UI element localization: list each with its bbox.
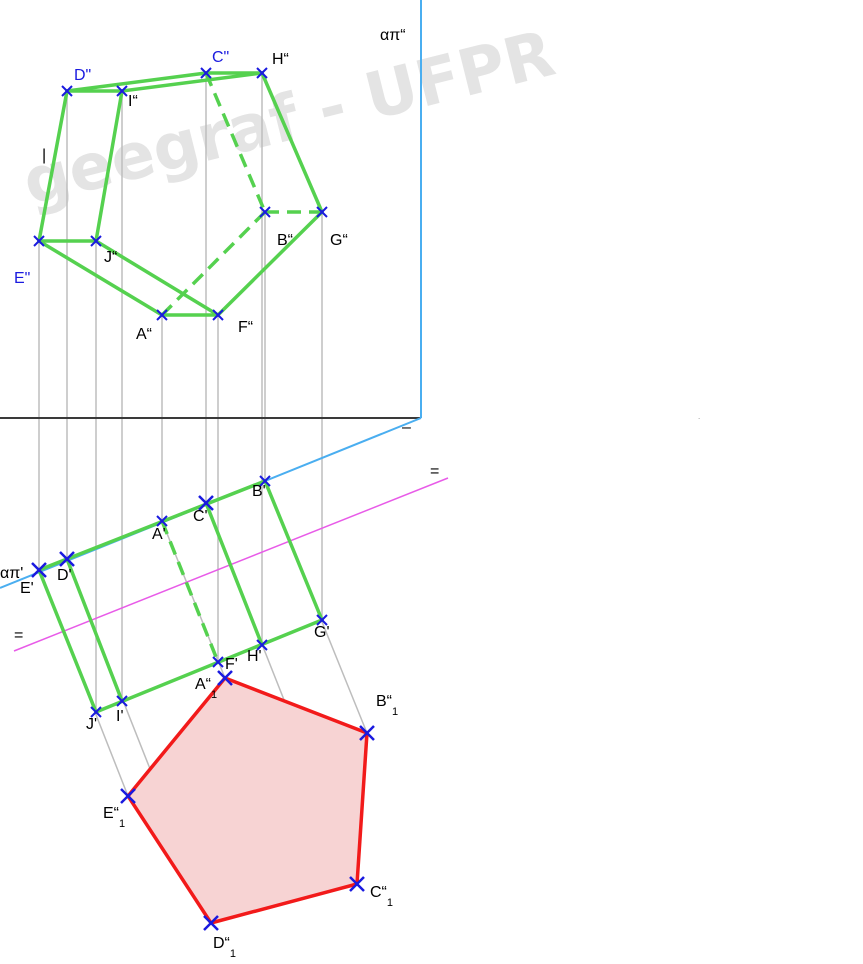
label-front-b: B“ — [277, 232, 293, 249]
marker-front-b — [259, 206, 271, 218]
label-true-e: E“1 — [103, 805, 125, 830]
label-true-b: B“1 — [376, 693, 398, 718]
edge-front-j-f — [94, 239, 220, 317]
new-axis-mark-right: = — [430, 463, 439, 480]
label-front-j: J“ — [104, 249, 117, 266]
marker-front-a — [156, 309, 168, 321]
edge-top-b-g — [263, 479, 324, 622]
label-front-i: I“ — [128, 93, 138, 110]
marker-top-i — [116, 695, 128, 707]
frontal-trace-label: απ“ — [380, 27, 406, 44]
marker-true-a — [217, 670, 233, 686]
edge-top-d-i — [65, 557, 124, 703]
edge-front-a-e — [37, 239, 164, 317]
label-top-f: F' — [225, 656, 238, 673]
label-top-a: A' — [152, 526, 166, 543]
marker-front-c — [200, 67, 212, 79]
horizontal-trace-label: απ' — [0, 565, 23, 582]
marker-top-j — [90, 706, 102, 718]
label-top-h: H' — [247, 648, 262, 665]
hidden-top-a-f — [160, 520, 220, 663]
label-top-c: C' — [193, 508, 208, 525]
label-top-e: E' — [20, 580, 34, 597]
edge-top-c-h — [204, 501, 264, 647]
new-axis-mark-left: = — [14, 627, 23, 644]
label-top-b: B' — [252, 483, 266, 500]
marker-front-d — [61, 85, 73, 97]
front-view-mark: | — [42, 147, 46, 164]
hidden-front-c-b — [204, 72, 267, 213]
edge-top-e-j — [37, 568, 98, 714]
marker-front-f — [212, 309, 224, 321]
marker-true-e — [120, 788, 136, 804]
marker-front-j — [90, 235, 102, 247]
label-front-g: G“ — [330, 232, 348, 249]
ground-line-mark: – — [402, 419, 411, 436]
label-top-g: G' — [314, 624, 330, 641]
marker-top-e — [31, 562, 47, 578]
edge-front-j-i — [94, 89, 124, 243]
marker-front-e — [33, 235, 45, 247]
watermark-text: geegraf - UFPR — [16, 17, 562, 220]
label-true-a: A“1 — [195, 676, 217, 701]
label-true-c: C“1 — [370, 884, 393, 909]
label-front-f: F“ — [238, 319, 253, 336]
edge-front-i-h — [120, 71, 264, 93]
label-top-d: D' — [57, 567, 72, 584]
edge-top-front-trace — [37, 479, 267, 572]
marker-true-b — [359, 725, 375, 741]
marker-top-d — [59, 551, 75, 567]
edge-front-e-d — [37, 89, 69, 243]
edge-front-d-c — [65, 71, 208, 93]
stray-dot: . — [698, 412, 700, 421]
hidden-front-b-a — [160, 210, 267, 317]
marker-top-a — [156, 515, 168, 527]
marker-top-c — [198, 495, 214, 511]
true-shape-pentagon — [126, 676, 369, 925]
marker-top-h — [256, 639, 268, 651]
edge-top-back — [94, 618, 324, 714]
label-front-d: D" — [74, 67, 91, 84]
marker-true-d — [203, 915, 219, 931]
top-view-hidden — [160, 520, 220, 663]
top-view — [37, 479, 324, 714]
label-front-e: E" — [14, 270, 30, 287]
label-front-h: H“ — [272, 51, 289, 68]
point-markers — [31, 67, 375, 931]
marker-front-i — [116, 85, 128, 97]
label-front-c: C" — [212, 49, 229, 66]
label-true-d: D“1 — [213, 935, 236, 960]
marker-top-g — [316, 614, 328, 626]
marker-front-g — [316, 206, 328, 218]
marker-true-c — [349, 876, 365, 892]
label-top-j: J' — [86, 716, 97, 733]
label-front-a: A“ — [136, 326, 152, 343]
marker-top-f — [212, 656, 224, 668]
edge-front-h-g — [260, 71, 324, 214]
front-view — [37, 71, 324, 317]
marker-top-b — [259, 475, 271, 487]
front-view-hidden — [160, 72, 322, 317]
marker-front-h — [256, 67, 268, 79]
label-top-i: I' — [116, 708, 124, 725]
edge-front-g-f — [216, 210, 324, 317]
